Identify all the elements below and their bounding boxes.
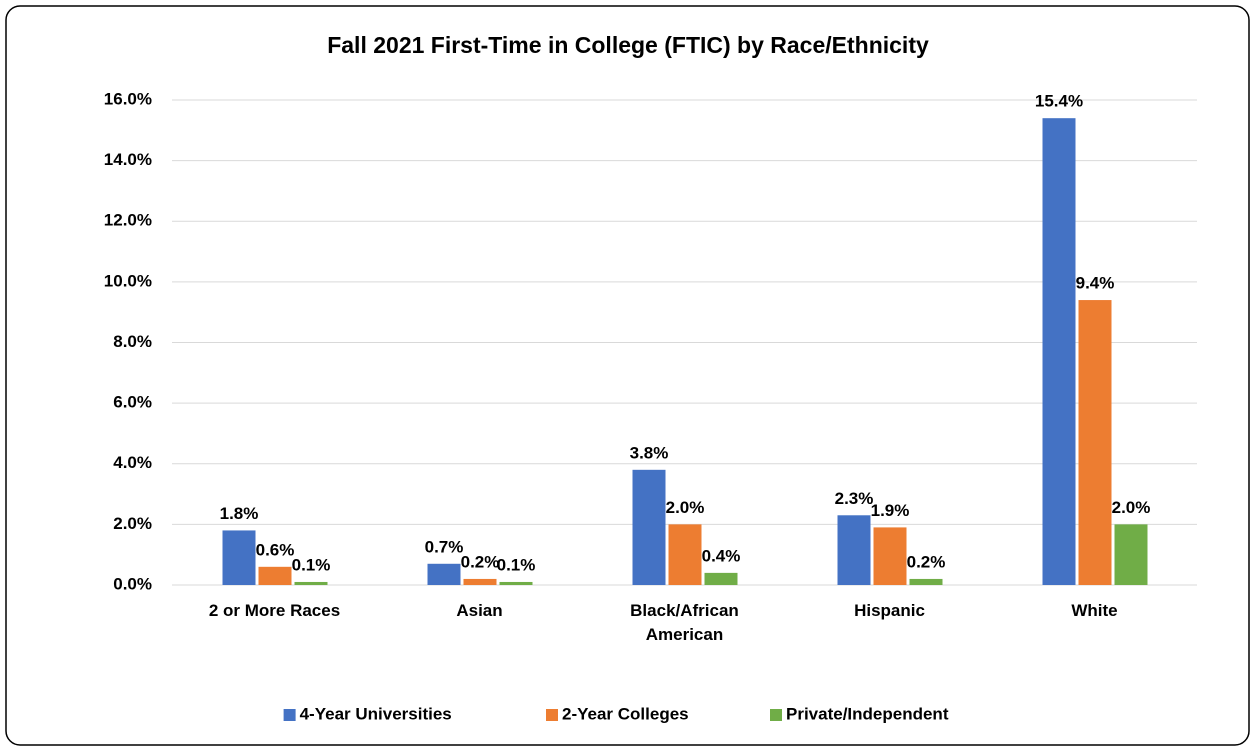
bar bbox=[258, 566, 292, 585]
y-tick-label: 8.0% bbox=[113, 332, 152, 351]
bar bbox=[294, 581, 328, 585]
data-label: 0.6% bbox=[256, 540, 295, 559]
bar bbox=[837, 515, 871, 585]
data-label: 2.0% bbox=[666, 498, 705, 517]
y-tick-label: 14.0% bbox=[104, 150, 152, 169]
data-label: 1.9% bbox=[871, 501, 910, 520]
data-label: 0.2% bbox=[907, 552, 946, 571]
bar bbox=[1078, 300, 1112, 585]
data-label: 0.1% bbox=[292, 555, 331, 574]
legend-swatch bbox=[770, 709, 782, 721]
data-label: 0.4% bbox=[702, 546, 741, 565]
y-tick-label: 6.0% bbox=[113, 393, 152, 412]
x-tick-label-box: Asian bbox=[456, 601, 503, 620]
data-label: 15.4% bbox=[1035, 92, 1083, 111]
data-label: 0.7% bbox=[425, 537, 464, 556]
x-tick-label: 2 or More Races bbox=[208, 601, 341, 620]
data-label: 2.0% bbox=[1112, 498, 1151, 517]
data-label: 2.3% bbox=[835, 489, 874, 508]
x-tick-label: Asian bbox=[456, 601, 503, 620]
bar bbox=[1042, 118, 1076, 585]
data-label: 9.4% bbox=[1076, 274, 1115, 293]
bar bbox=[632, 469, 666, 585]
x-tick-label: White bbox=[1071, 601, 1118, 620]
x-tick-label: Hispanic bbox=[854, 601, 925, 620]
bar bbox=[668, 524, 702, 585]
legend-label: 2-Year Colleges bbox=[562, 704, 689, 723]
y-tick-label: 10.0% bbox=[104, 271, 152, 290]
bar bbox=[1114, 524, 1148, 585]
chart-border bbox=[5, 5, 1250, 746]
bar bbox=[873, 527, 907, 585]
y-tick-label: 12.0% bbox=[104, 211, 152, 230]
x-tick-label-box: White bbox=[1071, 601, 1118, 620]
y-tick-label: 2.0% bbox=[113, 514, 152, 533]
data-label: 0.1% bbox=[497, 555, 536, 574]
data-label: 0.2% bbox=[461, 552, 500, 571]
legend-swatch bbox=[283, 709, 296, 721]
bar bbox=[463, 578, 497, 585]
bar bbox=[909, 578, 943, 585]
chart-title: Fall 2021 First-Time in College (FTIC) b… bbox=[327, 32, 929, 58]
data-label: 1.8% bbox=[220, 504, 259, 523]
x-tick-label-box: 2 or More Races bbox=[208, 601, 341, 620]
x-tick-label-box: Black/African American bbox=[630, 601, 739, 644]
x-tick-label: Black/African American bbox=[630, 601, 739, 644]
y-tick-label: 4.0% bbox=[113, 453, 152, 472]
data-label: 3.8% bbox=[630, 443, 669, 462]
bar bbox=[499, 581, 533, 585]
y-tick-label: 16.0% bbox=[104, 89, 152, 108]
bar bbox=[222, 530, 256, 585]
bar bbox=[427, 563, 461, 585]
legend-label: Private/Independent bbox=[786, 704, 949, 723]
legend-label: 4-Year Universities bbox=[300, 704, 452, 723]
x-tick-label-box: Hispanic bbox=[854, 601, 925, 620]
y-tick-label: 0.0% bbox=[113, 574, 152, 593]
legend-swatch bbox=[546, 709, 558, 721]
bar bbox=[704, 572, 738, 585]
